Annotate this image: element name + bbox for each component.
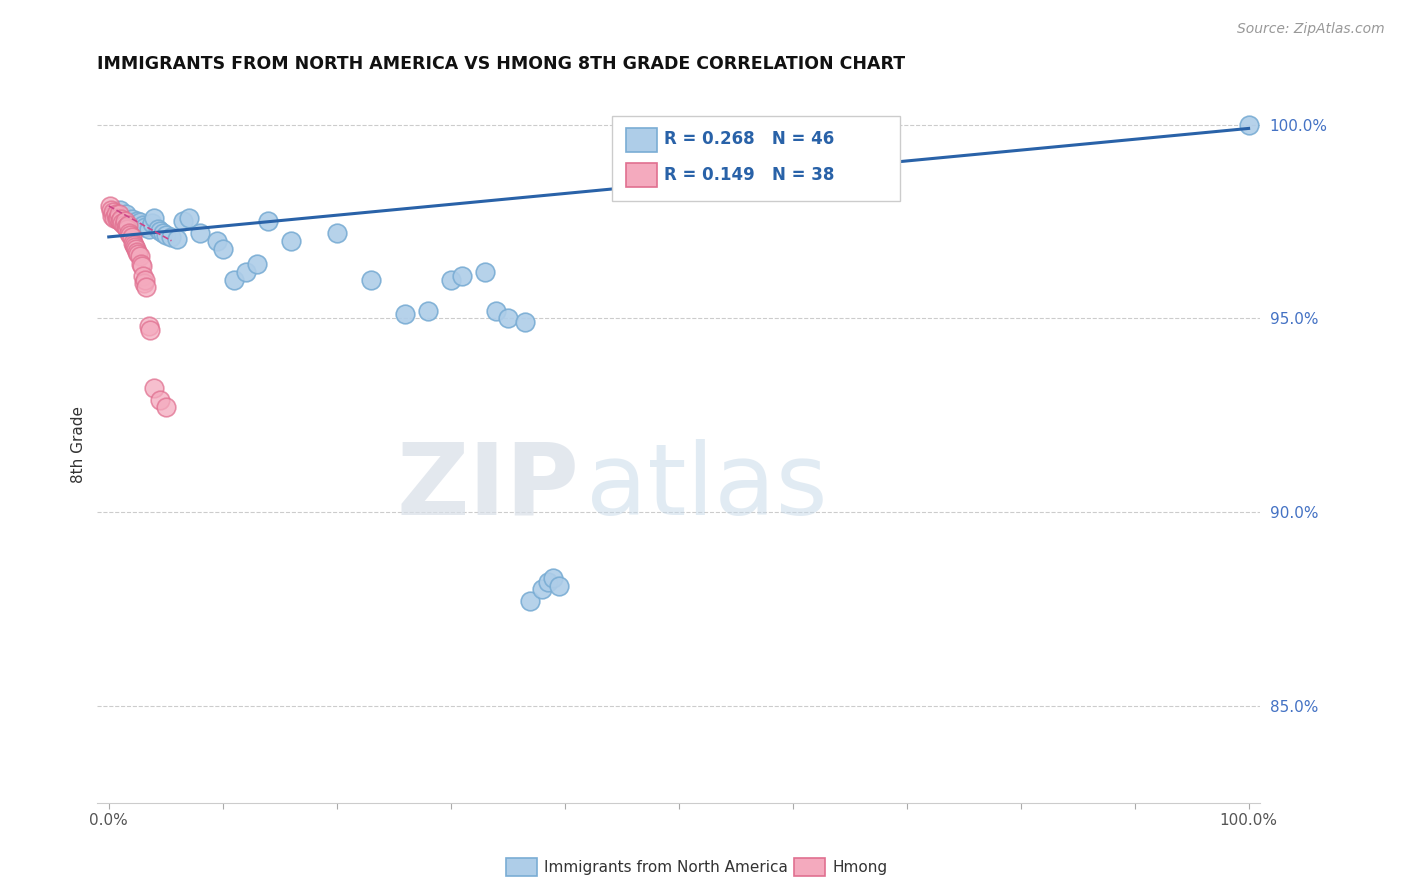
Point <box>172 214 194 228</box>
Point <box>149 392 172 407</box>
Point <box>132 277 155 291</box>
Point <box>224 272 246 286</box>
Point <box>530 582 553 597</box>
Point <box>177 211 200 225</box>
Point <box>110 212 132 227</box>
Point <box>121 212 143 227</box>
Point <box>134 220 156 235</box>
Point <box>128 249 150 263</box>
Point <box>127 247 149 261</box>
Point <box>513 315 536 329</box>
Point <box>132 268 155 283</box>
Point <box>205 234 228 248</box>
Point <box>536 574 558 589</box>
Point <box>115 222 138 236</box>
Point <box>118 214 141 228</box>
Point <box>121 230 143 244</box>
Point <box>114 214 136 228</box>
Point <box>451 268 474 283</box>
Point <box>127 214 149 228</box>
Point <box>131 259 153 273</box>
Point <box>124 239 146 253</box>
Text: IMMIGRANTS FROM NORTH AMERICA VS HMONG 8TH GRADE CORRELATION CHART: IMMIGRANTS FROM NORTH AMERICA VS HMONG 8… <box>97 55 905 73</box>
Point <box>496 311 519 326</box>
Point <box>128 215 150 229</box>
Text: Source: ZipAtlas.com: Source: ZipAtlas.com <box>1237 22 1385 37</box>
Text: ZIP: ZIP <box>396 439 579 536</box>
Point <box>188 226 211 240</box>
Point <box>103 211 125 225</box>
Point <box>548 578 571 592</box>
Point <box>155 401 177 415</box>
Point <box>111 211 134 225</box>
Point <box>474 265 496 279</box>
Y-axis label: 8th Grade: 8th Grade <box>72 406 86 483</box>
Point <box>122 216 145 230</box>
Point <box>127 245 149 260</box>
Point <box>135 280 157 294</box>
Point <box>166 232 188 246</box>
Point <box>100 202 122 217</box>
Point <box>122 237 145 252</box>
Point <box>146 222 169 236</box>
Point <box>325 226 347 240</box>
Point <box>235 265 257 279</box>
Point <box>416 303 439 318</box>
Point <box>104 207 127 221</box>
Point <box>105 212 128 227</box>
Text: R = 0.268   N = 46: R = 0.268 N = 46 <box>664 130 834 148</box>
Point <box>280 234 302 248</box>
Text: atlas: atlas <box>586 439 827 536</box>
Point <box>246 257 269 271</box>
Point <box>108 202 131 217</box>
Point <box>485 303 508 318</box>
Point <box>360 272 382 286</box>
Point <box>141 216 163 230</box>
Point <box>519 594 541 608</box>
Point <box>160 230 183 244</box>
Point <box>257 214 280 228</box>
Point <box>394 307 416 321</box>
Point <box>138 318 160 333</box>
Point <box>155 227 177 242</box>
Point <box>121 235 143 250</box>
Text: R = 0.149   N = 38: R = 0.149 N = 38 <box>664 166 834 184</box>
Text: Hmong: Hmong <box>832 860 887 874</box>
Point <box>1237 118 1260 132</box>
Point <box>101 209 124 223</box>
Point <box>211 242 233 256</box>
Point <box>139 323 162 337</box>
Point <box>115 207 138 221</box>
Point <box>103 204 125 219</box>
Point <box>138 222 160 236</box>
Point <box>108 214 131 228</box>
Point <box>152 226 174 240</box>
Point <box>107 211 129 225</box>
Point <box>149 224 172 238</box>
Point <box>134 272 156 286</box>
Text: Immigrants from North America: Immigrants from North America <box>544 860 787 874</box>
Point <box>118 226 141 240</box>
Point <box>143 211 166 225</box>
Point <box>129 257 152 271</box>
Point <box>115 220 138 235</box>
Point <box>98 199 121 213</box>
Point <box>112 219 135 233</box>
Point <box>125 242 148 256</box>
Point <box>120 227 142 242</box>
Point <box>132 219 155 233</box>
Point <box>143 381 166 395</box>
Point <box>108 207 131 221</box>
Point <box>117 219 139 233</box>
Point <box>440 272 463 286</box>
Point <box>103 204 125 219</box>
Point <box>543 571 565 585</box>
Point <box>111 216 134 230</box>
